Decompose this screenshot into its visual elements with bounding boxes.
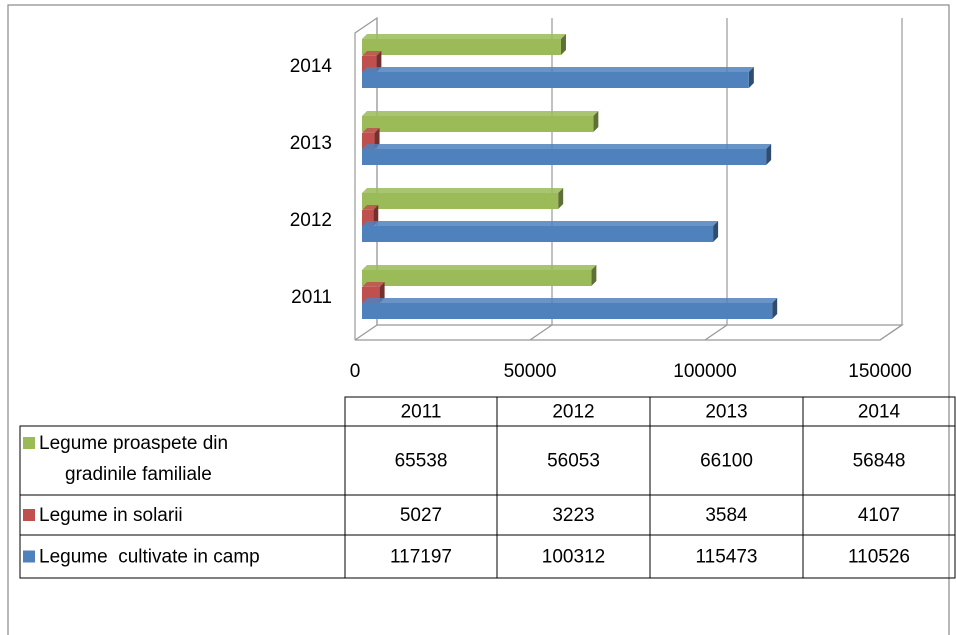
bar-top (362, 188, 564, 193)
legend-label: Legume cultivate in camp (39, 547, 260, 568)
bar-side (766, 144, 772, 165)
bar-side (379, 282, 385, 303)
bar (362, 226, 714, 242)
table-value: 65538 (395, 451, 448, 472)
bar-side (713, 221, 719, 242)
legend-key (23, 509, 35, 521)
y-tick-label: 2011 (291, 287, 332, 308)
y-tick-label: 2014 (290, 56, 333, 77)
table-value: 5027 (400, 505, 442, 526)
bar-top (362, 221, 719, 226)
table-header: 2012 (552, 402, 594, 423)
bar (362, 72, 749, 88)
grid-line (529, 18, 553, 341)
bar-top (362, 34, 566, 39)
legend-label: Legume in solarii (39, 505, 183, 526)
bar-side (558, 188, 564, 209)
bar-top (362, 51, 382, 56)
table-header: 2014 (858, 402, 901, 423)
table-value: 115473 (696, 547, 758, 568)
bar-top (362, 205, 379, 210)
plot-floor (355, 324, 904, 341)
table-value: 56053 (547, 451, 600, 472)
bar-top (362, 265, 597, 270)
bar-top (362, 111, 599, 116)
x-tick-label: 50000 (504, 361, 557, 382)
grid-line (879, 18, 903, 341)
bar (362, 193, 559, 209)
x-tick-label: 150000 (848, 361, 911, 382)
bar-top (362, 298, 778, 303)
table-value: 3223 (552, 505, 594, 526)
bar-side (593, 111, 599, 132)
bar-side (772, 298, 778, 319)
table-cell (802, 534, 956, 579)
bar (362, 270, 592, 286)
bar-side (560, 34, 566, 55)
table-value: 3584 (705, 505, 748, 526)
bar-top (362, 282, 385, 287)
table-header: 2013 (705, 402, 747, 423)
grid-line (704, 18, 728, 341)
bar (362, 210, 374, 226)
y-tick-label: 2013 (290, 133, 332, 154)
bar-top (362, 128, 380, 133)
chart-border (7, 4, 950, 635)
table-header: 2011 (401, 402, 442, 423)
legend-label-line: gradinile familiale (65, 464, 212, 485)
legend-label: Legume proaspete din gradinile familiale (39, 433, 228, 485)
bar-top (362, 144, 772, 149)
x-tick-label: 0 (350, 361, 361, 382)
table-value: 110526 (848, 547, 910, 568)
bar (362, 39, 561, 55)
legend-key (23, 437, 35, 449)
bar (362, 303, 773, 319)
bar-side (591, 265, 597, 286)
x-tick-label: 100000 (673, 361, 736, 382)
table-value: 117197 (390, 547, 452, 568)
bar-side (374, 128, 380, 149)
bar (362, 149, 767, 165)
bar-side (376, 51, 382, 72)
legend-label-line: Legume proaspete din (39, 433, 228, 454)
y-tick-label: 2012 (290, 210, 332, 231)
bar (362, 116, 594, 132)
table-value: 66100 (700, 451, 753, 472)
bar-top (362, 67, 754, 72)
table-value: 4107 (858, 505, 900, 526)
table-value: 100312 (542, 547, 605, 568)
bar-side (373, 205, 379, 226)
table-value: 56848 (853, 451, 906, 472)
bar-side (748, 67, 754, 88)
legend-key (23, 550, 35, 563)
